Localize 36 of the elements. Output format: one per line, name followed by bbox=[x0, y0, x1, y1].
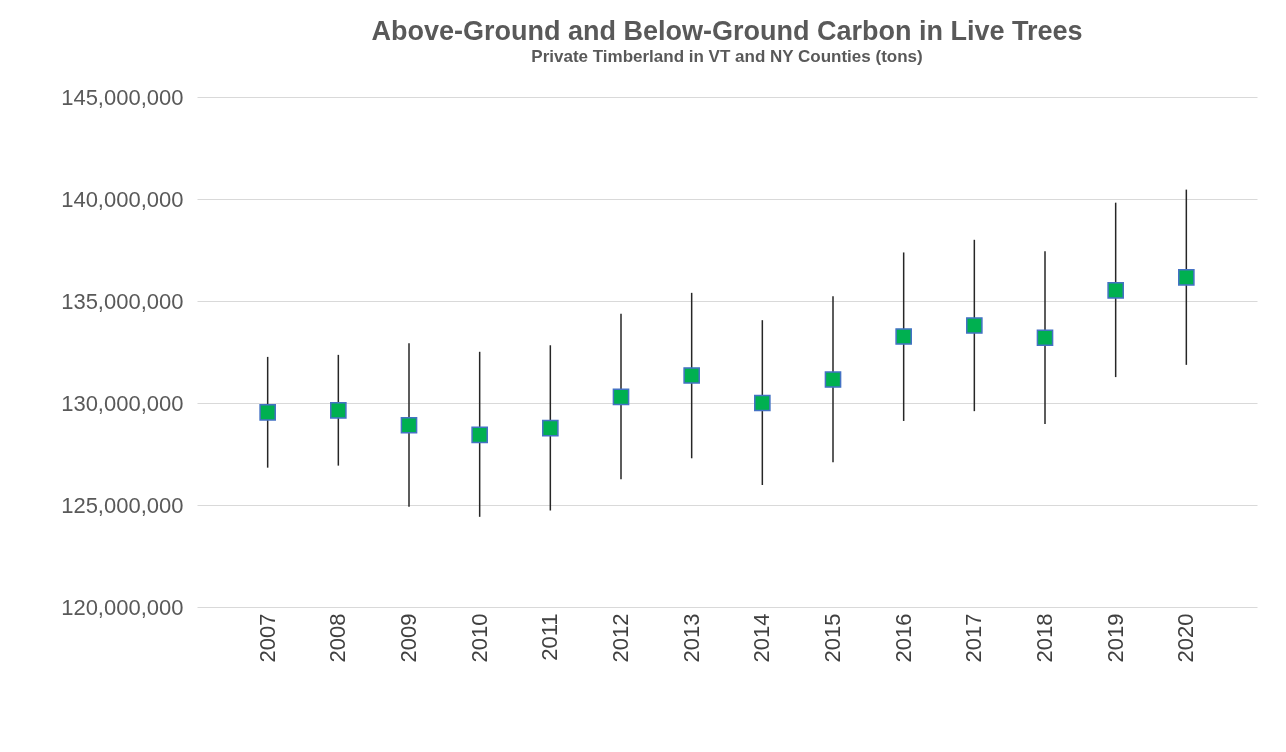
point bbox=[1178, 269, 1195, 286]
x-tick-label: 2018 bbox=[1032, 613, 1057, 663]
point bbox=[895, 328, 912, 345]
x-tick-label: 2010 bbox=[466, 613, 492, 663]
x-tick-label: 2019 bbox=[1102, 613, 1128, 663]
point bbox=[824, 371, 842, 388]
point bbox=[683, 367, 700, 384]
point bbox=[259, 404, 276, 421]
x-tick-label: 2017 bbox=[961, 613, 987, 663]
point bbox=[471, 426, 488, 444]
x-tick-label: 2008 bbox=[325, 613, 351, 663]
x-tick-label: 2015 bbox=[820, 613, 845, 663]
x-tick-label: 2013 bbox=[678, 613, 704, 663]
point bbox=[1036, 329, 1054, 347]
point bbox=[966, 317, 983, 334]
x-tick-label: 2020 bbox=[1173, 613, 1199, 663]
point bbox=[400, 416, 418, 434]
chart-title: Above-Ground and Below-Ground Carbon in Live Trees bbox=[371, 16, 1083, 46]
x-tick-label: 2011 bbox=[537, 613, 563, 661]
point bbox=[1107, 282, 1124, 299]
y-tick-label: 140,000,000 bbox=[61, 186, 184, 212]
y-tick-label: 125,000,000 bbox=[61, 492, 184, 518]
x-tick-label: 2016 bbox=[890, 613, 916, 663]
point bbox=[330, 402, 347, 419]
chart-subtitle: Private Timberland in VT and NY Counties (tons) bbox=[531, 47, 923, 66]
point bbox=[542, 419, 559, 437]
y-tick-label: 130,000,000 bbox=[61, 390, 184, 416]
x-tick-label: 2012 bbox=[608, 613, 633, 663]
y-tick-label: 145,000,000 bbox=[61, 84, 184, 110]
x-tick-label: 2009 bbox=[396, 613, 421, 663]
x-tick-label: 2007 bbox=[254, 613, 280, 663]
point bbox=[612, 388, 630, 406]
y-tick-label: 120,000,000 bbox=[61, 594, 184, 620]
point bbox=[754, 394, 771, 412]
y-tick-label: 135,000,000 bbox=[61, 288, 184, 314]
x-tick-label: 2014 bbox=[749, 613, 775, 663]
